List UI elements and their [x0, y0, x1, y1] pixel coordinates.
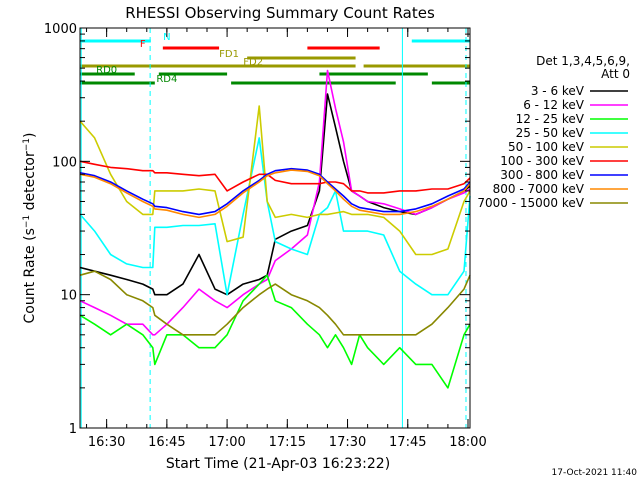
series-line-3 [79, 274, 471, 389]
x-tick-label-1730: 17:30 [329, 435, 366, 450]
x-tick-label-1700: 17:00 [208, 435, 245, 450]
y-tick-label-10: 10 [60, 289, 77, 304]
x-axis-label: Start Time (21-Apr-03 16:23:22) [166, 456, 390, 472]
flag-label-rd0: RD0 [96, 65, 117, 76]
y-tick-label-100: 100 [52, 155, 77, 170]
series-line-4 [79, 137, 471, 296]
legend-header-line2: Att 0 [601, 67, 630, 81]
y-axis-label: Count Rate (s−1 detector−1) [22, 133, 38, 324]
flag-label-n: N [163, 32, 170, 43]
y-axis-ticks: 1 10 100 1000 [44, 22, 470, 437]
series-line-6 [79, 160, 471, 194]
x-axis-ticks: 16:30 16:45 17:00 17:15 17:30 17:45 18:00 [86, 28, 487, 450]
plot-frame [79, 27, 471, 429]
flag-label-fd1: FD1 [219, 49, 239, 60]
series-line-9 [79, 270, 471, 336]
series-line-1 [79, 93, 471, 296]
legend-label-2: 6 - 12 keV [523, 98, 585, 112]
chart-title: RHESSI Observing Summary Count Rates [125, 4, 435, 22]
x-tick-label-1715: 17:15 [269, 435, 306, 450]
timestamp: 17-Oct-2021 11:40 [552, 468, 638, 478]
series-line-8 [79, 169, 471, 219]
legend-label-8: 800 - 7000 keV [493, 182, 585, 196]
flag-label-f: F [140, 39, 146, 50]
series-line-5 [79, 105, 471, 256]
legend-label-4: 25 - 50 keV [516, 126, 585, 140]
x-tick-label-1645: 16:45 [148, 435, 185, 450]
series-line-7 [79, 167, 471, 216]
series-line-2 [79, 69, 471, 336]
x-tick-label-1800: 18:00 [449, 435, 486, 450]
y-tick-label-1000: 1000 [44, 22, 77, 37]
x-tick-label-1745: 17:45 [389, 435, 426, 450]
legend-label-6: 100 - 300 keV [500, 154, 584, 168]
legend-label-3: 12 - 25 keV [516, 112, 585, 126]
legend-label-5: 50 - 100 keV [508, 140, 585, 154]
y-tick-label-1: 1 [69, 422, 77, 437]
legend-label-7: 300 - 800 keV [500, 168, 584, 182]
flag-label-fd2: FD2 [243, 57, 263, 68]
plot-area: N F FD1 FD2 RD0 RD4 [79, 27, 471, 429]
legend-header-line1: Det 1,3,4,5,6,9, [536, 54, 630, 68]
flag-label-rd4: RD4 [156, 74, 177, 85]
legend-label-1: 3 - 6 keV [531, 84, 585, 98]
x-tick-label-1630: 16:30 [88, 435, 125, 450]
legend-label-9: 7000 - 15000 keV [477, 196, 584, 210]
